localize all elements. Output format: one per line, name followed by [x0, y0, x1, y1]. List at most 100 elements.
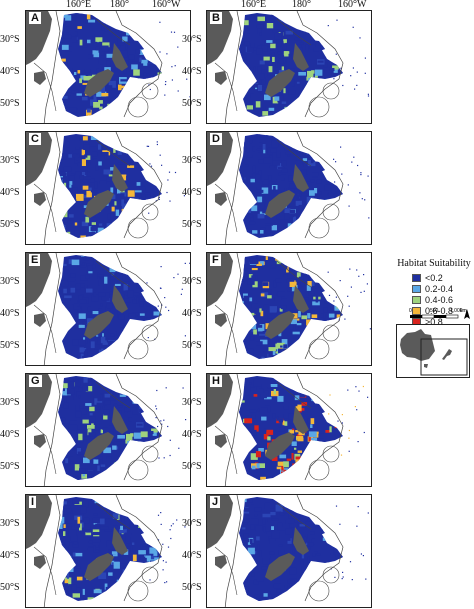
lat-tick: 40°S	[0, 187, 20, 198]
seamount-pixel	[352, 26, 354, 28]
seamount-pixel	[367, 95, 370, 97]
lat-tick: 30°S	[182, 155, 202, 166]
seamount-pixel	[363, 431, 365, 434]
lat-tick: 50°S	[0, 340, 20, 351]
seamount-pixel	[174, 171, 177, 174]
boundary-line	[214, 304, 238, 354]
boundary-line	[115, 11, 163, 118]
scale-label-0: 0	[409, 308, 412, 314]
lat-tick: 50°S	[0, 461, 20, 472]
seamount-pixel	[169, 454, 171, 457]
map-panel-g: G	[25, 373, 191, 487]
seamount-pixel	[361, 198, 363, 200]
seamount-pixel	[355, 386, 357, 388]
nz-north-island	[112, 285, 128, 313]
seamount-pixel	[334, 181, 336, 183]
seamount-pixel	[333, 158, 335, 160]
seamount-pixel	[178, 447, 180, 449]
seamount-pixel	[347, 184, 349, 186]
lat-tick: 30°S	[0, 34, 20, 45]
seamount-pixel	[329, 394, 331, 396]
nz-south-island	[84, 553, 114, 581]
boundary-line	[224, 253, 242, 365]
seamount-pixel	[146, 145, 148, 147]
tasmania-land	[34, 313, 46, 327]
seamount-pixel	[159, 21, 161, 23]
seamount-pixel	[341, 414, 343, 416]
seamount-pixel	[364, 57, 366, 59]
tasmania-shape	[424, 364, 428, 368]
seamount-pixel	[365, 578, 367, 580]
nz-south-island	[265, 311, 295, 339]
island-buffer	[308, 217, 330, 239]
australia-land	[26, 374, 52, 428]
nz-north-island	[112, 164, 128, 192]
lat-tick: 40°S	[0, 66, 20, 77]
map-svg	[207, 132, 370, 244]
seamount-pixel	[335, 505, 338, 507]
boundary-line	[43, 253, 61, 365]
panel-label: B	[210, 12, 222, 24]
seamount-pixel	[148, 84, 150, 86]
panel-label: H	[210, 375, 222, 387]
nz-south-island	[265, 69, 295, 97]
seamount-pixel	[164, 297, 166, 299]
seamount-pixel	[339, 280, 341, 282]
boundary-line	[224, 374, 242, 486]
seamount-pixel	[350, 286, 352, 288]
tasmania-land	[215, 313, 227, 327]
map-panel-b: B	[206, 10, 372, 124]
seamount-pixel	[147, 337, 149, 339]
seamount-pixel	[171, 66, 173, 68]
seamount-pixel	[155, 417, 157, 419]
legend-item: 0.2-0.4	[412, 283, 472, 294]
australia-land	[26, 11, 52, 65]
australia-land	[207, 374, 233, 428]
seamount-pixel	[165, 306, 167, 308]
seamount-pixel	[348, 450, 350, 452]
habitat-suitability-raster	[239, 255, 343, 359]
new-zealand-shape	[442, 349, 452, 360]
nz-south-island	[84, 190, 114, 218]
lat-tick: 30°S	[182, 34, 202, 45]
seamount-pixel	[335, 53, 337, 55]
seamount-pixel	[330, 553, 332, 555]
boundary-line	[276, 18, 312, 46]
seamount-pixel	[184, 526, 186, 528]
seamount-pixel	[168, 171, 171, 173]
island-buffer	[127, 580, 149, 602]
legend-swatch	[412, 273, 421, 282]
seamount-pixel	[162, 560, 164, 562]
map-svg	[207, 374, 369, 486]
boundary-line	[296, 374, 344, 481]
legend-label: 0.2-0.4	[425, 283, 454, 294]
seamount-pixel	[177, 273, 179, 275]
lat-tick: 40°S	[182, 187, 202, 198]
seamount-pixel	[341, 173, 343, 175]
legend-swatch	[412, 306, 421, 315]
australia-land	[207, 132, 233, 186]
boundary-line	[296, 495, 344, 602]
lat-tick: 40°S	[0, 429, 20, 440]
boundary-line	[224, 132, 242, 244]
map-panel-e: E	[25, 252, 191, 366]
boundary-line	[95, 260, 131, 288]
seamount-pixel	[360, 553, 362, 555]
seamount-pixel	[184, 335, 186, 337]
seamount-pixel	[159, 287, 162, 289]
seamount-pixel	[189, 262, 190, 264]
lat-tick: 30°S	[0, 518, 20, 529]
lat-tick: 40°S	[0, 550, 20, 561]
habitat-suitability-raster	[58, 497, 162, 601]
legend-item: 0.6-0.8	[412, 305, 472, 316]
seamount-pixel	[347, 295, 349, 297]
australia-land	[26, 253, 52, 307]
map-svg	[26, 11, 190, 123]
australia-land	[26, 495, 52, 549]
seamount-pixel	[352, 67, 354, 69]
scale-label-1000: 1,000	[450, 308, 463, 314]
boundary-line	[33, 546, 57, 596]
map-svg	[207, 11, 370, 123]
boundary-line	[33, 425, 57, 475]
seamount-pixel	[334, 576, 336, 578]
